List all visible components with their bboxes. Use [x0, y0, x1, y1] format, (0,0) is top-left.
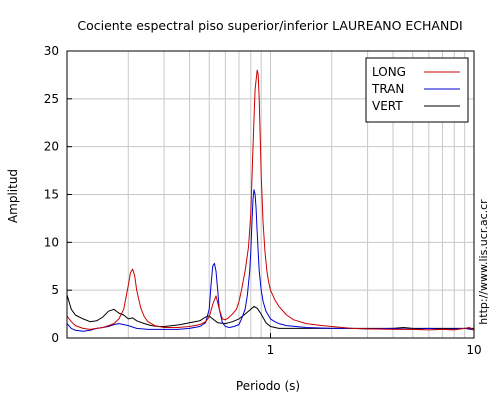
y-tick-label: 10 — [44, 235, 59, 249]
legend-label-vert: VERT — [372, 99, 403, 113]
x-tick-label: 1 — [267, 343, 275, 357]
y-tick-label: 20 — [44, 140, 59, 154]
y-tick-label: 15 — [44, 188, 59, 202]
y-axis-label: Amplitud — [6, 169, 20, 223]
legend-label-tran: TRAN — [371, 82, 404, 96]
y-tick-label: 0 — [51, 331, 59, 345]
y-tick-label: 30 — [44, 44, 59, 58]
y-tick-label: 5 — [51, 283, 59, 297]
data-series — [66, 69, 475, 332]
legend-label-long: LONG — [372, 65, 406, 79]
x-axis-label: Periodo (s) — [236, 379, 300, 393]
source-url: http://www.lis.ucr.ac.cr — [477, 199, 490, 325]
y-tick-label: 25 — [44, 92, 59, 106]
chart-title: Cociente espectral piso superior/inferio… — [77, 18, 462, 33]
plot-frame — [66, 50, 475, 339]
legend-box — [365, 57, 469, 123]
series-line-tran — [66, 189, 475, 332]
series-line-vert — [66, 294, 474, 329]
legend: LONG TRAN VERT — [365, 57, 469, 123]
series-line-long — [66, 69, 475, 331]
x-tick-label: 10 — [466, 343, 481, 357]
